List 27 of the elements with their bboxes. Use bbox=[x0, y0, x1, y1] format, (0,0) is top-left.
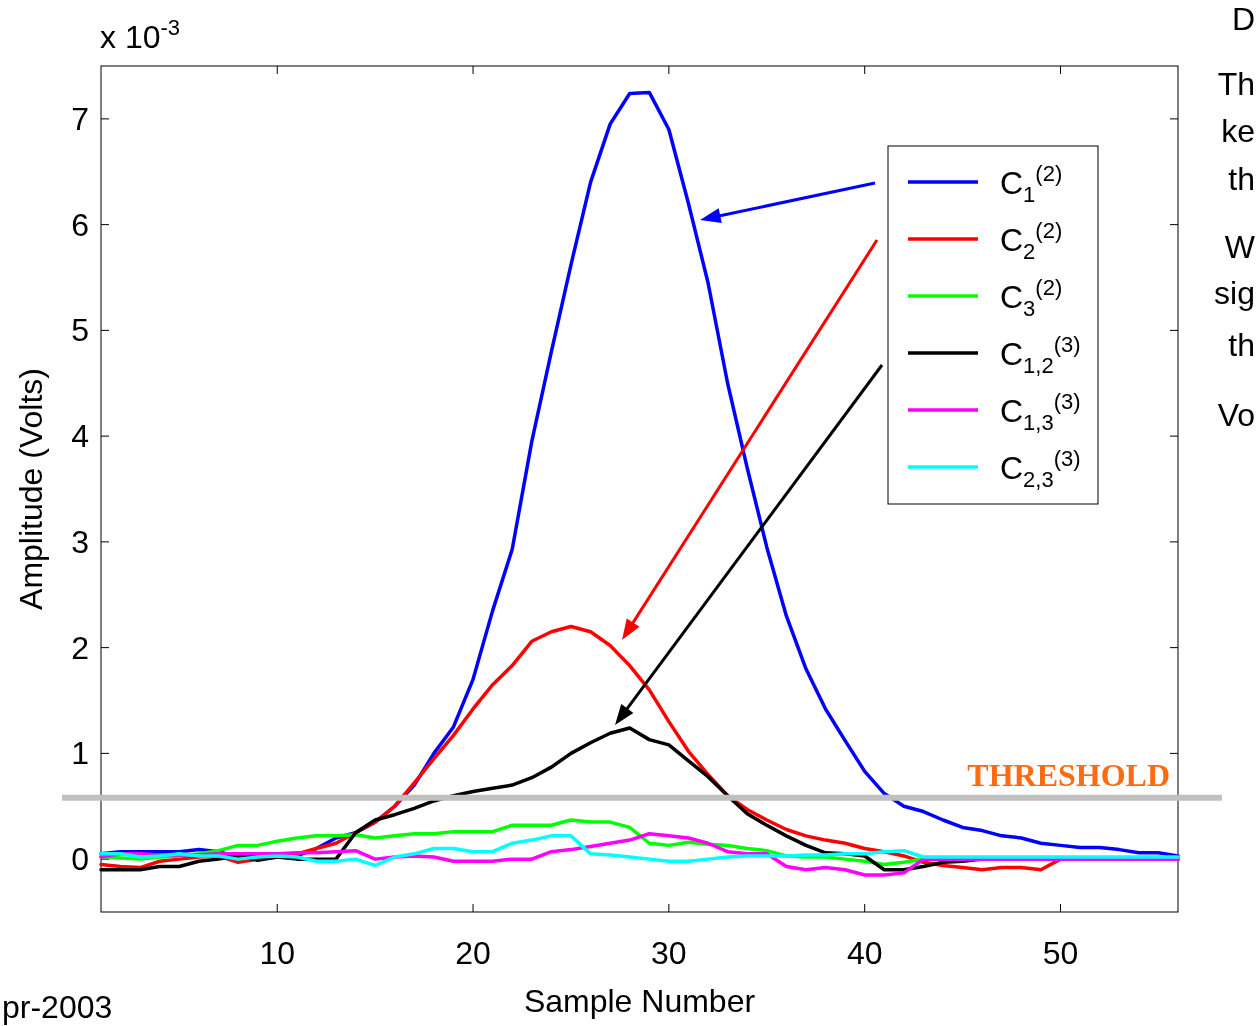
y-tick-label: 3 bbox=[71, 523, 89, 560]
text: sig bbox=[1214, 275, 1255, 311]
x-axis-title: Sample Number bbox=[523, 983, 756, 1019]
y-tick-label: 4 bbox=[71, 418, 89, 455]
y-tick-label: 7 bbox=[71, 100, 89, 137]
text: Vo bbox=[1217, 397, 1255, 433]
text: W bbox=[1224, 229, 1256, 265]
y-axis-title: Amplitude (Volts) bbox=[13, 368, 49, 610]
ref-line-label: THRESHOLD bbox=[967, 756, 1170, 793]
x-tick-label: 30 bbox=[651, 935, 687, 971]
y-tick-label: 0 bbox=[71, 841, 89, 878]
x-tick-label: 10 bbox=[259, 935, 296, 971]
text: x 10$^{-3}$ bbox=[100, 14, 181, 55]
text: pr-2003 bbox=[2, 989, 113, 1025]
text: th bbox=[1228, 161, 1255, 197]
text: Th bbox=[1217, 66, 1255, 102]
x-tick-label: 40 bbox=[846, 935, 883, 971]
text: D bbox=[1231, 1, 1255, 37]
line-series bbox=[99, 834, 1180, 868]
y-tick-label: 1 bbox=[71, 735, 89, 772]
y-tick-label: 6 bbox=[71, 206, 89, 243]
y-tick-label: 2 bbox=[71, 629, 89, 666]
x-tick-label: 20 bbox=[455, 935, 491, 971]
text: th bbox=[1228, 327, 1255, 363]
text: ke bbox=[1221, 113, 1255, 149]
x-tick-label: 50 bbox=[1042, 935, 1079, 971]
y-tick-label: 5 bbox=[71, 312, 89, 349]
